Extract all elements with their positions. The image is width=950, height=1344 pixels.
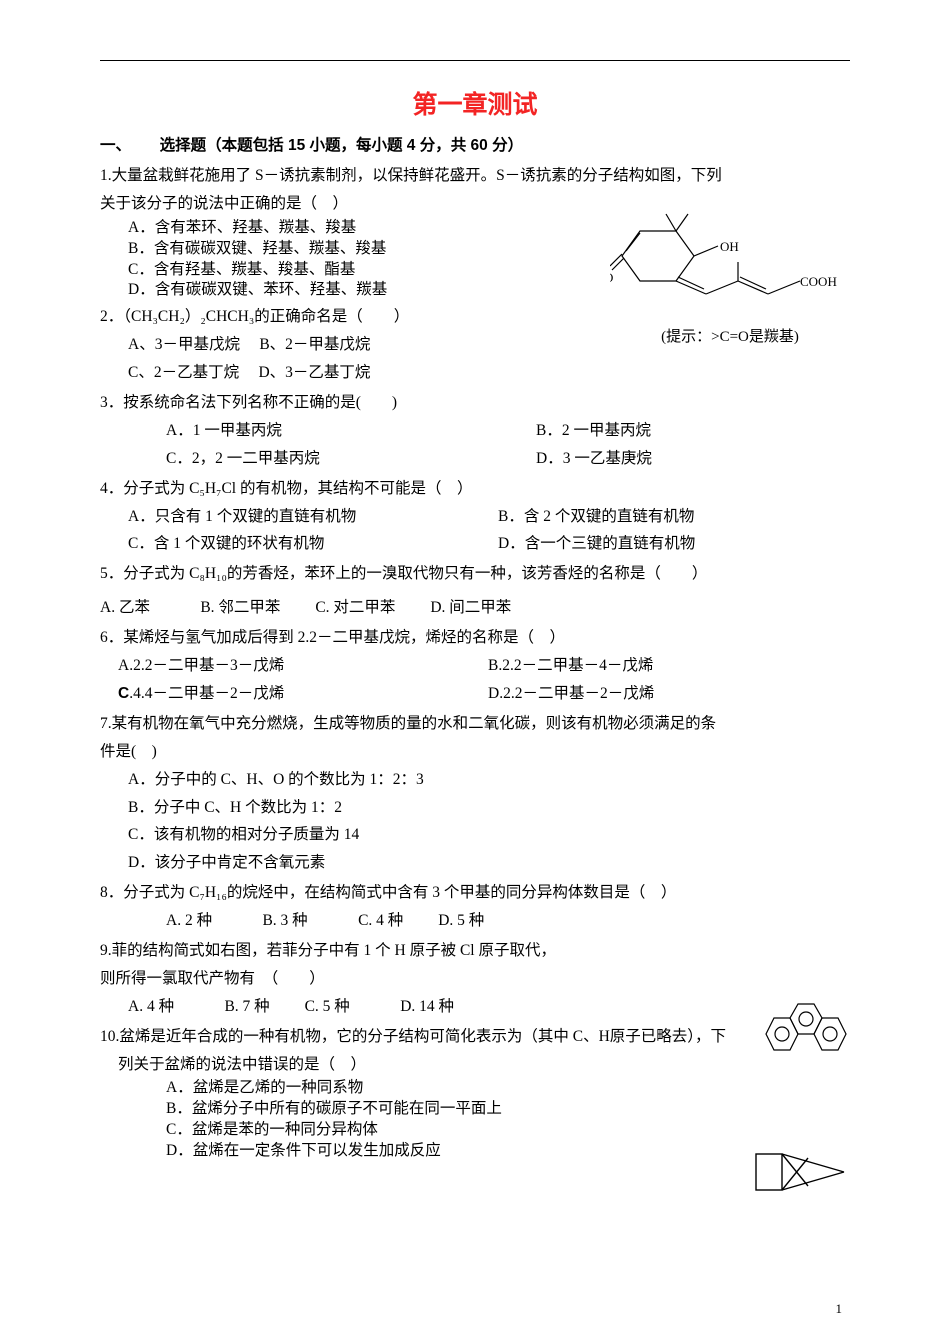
section-num: 一、 — [100, 137, 131, 154]
q8-opt-c: C. 4 种 — [358, 912, 403, 929]
q3-row1: A．1 一甲基丙烷 B．2 一甲基丙烷 — [100, 417, 850, 445]
top-rule — [100, 60, 850, 61]
q2-row1: A、3－甲基戊烷 B、2－甲基戊烷 — [100, 331, 850, 359]
q10-options: A．盆烯是乙烯的一种同系物 B．盆烯分子中所有的碳原子不可能在同一平面上 C．盆… — [100, 1078, 850, 1162]
question-10: 10.盆烯是近年合成的一种有机物，它的分子结构可简化表示为（其中 C、H原子已略… — [100, 1023, 850, 1162]
q10-stem-1: 10.盆烯是近年合成的一种有机物，它的分子结构可简化表示为（其中 C、H原子已略… — [100, 1023, 850, 1051]
q10-opt-c: C．盆烯是苯的一种同分异构体 — [166, 1120, 850, 1141]
question-8: 8．分子式为 C₇H₁₆的烷烃中，在结构简式中含有 3 个甲基的同分异构体数目是… — [100, 879, 850, 935]
q5-opt-b: B. 邻二甲苯 — [200, 599, 280, 616]
q9-opt-b: B. 7 种 — [224, 998, 269, 1015]
q4-opt-d: D．含一个三键的直链有机物 — [498, 530, 695, 558]
q3-row2: C．2，2 一二甲基丙烷 D．3 一乙基庚烷 — [100, 445, 850, 473]
q6-row1: A.2.2－二甲基－3－戊烯 B.2.2－二甲基－4－戊烯 — [100, 652, 850, 680]
question-2: 2．（CH₃CH₂）₂CHCH₃的正确命名是（ ） A、3－甲基戊烷 B、2－甲… — [100, 303, 850, 387]
q5-stem: 5．分子式为 C₈H₁₀的芳香烃，苯环上的一溴取代物只有一种，该芳香烃的名称是（… — [100, 560, 850, 588]
q9-stem-2: 则所得一氯取代产物有 （ ） — [100, 965, 850, 993]
page: 第一章测试 一、 选择题（本题包括 15 小题，每小题 4 分，共 60 分） — [0, 0, 950, 1344]
question-1: 1.大量盆栽鲜花施用了 S－诱抗素制剂，以保持鲜花盛开。S－诱抗素的分子结构如图… — [100, 162, 850, 301]
q10-opt-a: A．盆烯是乙烯的一种同系物 — [166, 1078, 850, 1099]
q9-opt-d: D. 14 种 — [400, 998, 454, 1015]
q1-opt-a: A．含有苯环、羟基、羰基、羧基 — [128, 218, 850, 239]
question-9: 9.菲的结构简式如右图，若菲分子中有 1 个 H 原子被 Cl 原子取代， 则所… — [100, 937, 850, 1021]
q6-stem: 6．某烯烃与氢气加成后得到 2.2－二甲基戊烷，烯烃的名称是（ ） — [100, 624, 850, 652]
q7-opt-d: D．该分子中肯定不含氧元素 — [100, 849, 850, 877]
q2-opt-d: D、3－乙基丁烷 — [258, 364, 370, 381]
q6-c-prefix: C — [118, 685, 129, 702]
q8-stem: 8．分子式为 C₇H₁₆的烷烃中，在结构简式中含有 3 个甲基的同分异构体数目是… — [100, 879, 850, 907]
q5-options: A. 乙苯 B. 邻二甲苯 C. 对二甲苯 D. 间二甲苯 — [100, 594, 850, 622]
q3-opt-a: A．1 一甲基丙烷 — [166, 417, 536, 445]
section-text: 选择题（本题包括 15 小题，每小题 4 分，共 60 分） — [160, 137, 523, 154]
question-6: 6．某烯烃与氢气加成后得到 2.2－二甲基戊烷，烯烃的名称是（ ） A.2.2－… — [100, 624, 850, 708]
q4-row1: A．只含有 1 个双键的直链有机物 B．含 2 个双键的直链有机物 — [100, 503, 850, 531]
q2-opt-b: B、2－甲基戊烷 — [259, 336, 370, 353]
chapter-title: 第一章测试 — [100, 83, 850, 128]
q8-opt-a: A. 2 种 — [166, 912, 212, 929]
q10-stem-2: 列关于盆烯的说法中错误的是（ ） — [100, 1051, 850, 1079]
q1-stem-1: 1.大量盆栽鲜花施用了 S－诱抗素制剂，以保持鲜花盛开。S－诱抗素的分子结构如图… — [100, 162, 850, 190]
q2-stem: 2．（CH₃CH₂）₂CHCH₃的正确命名是（ ） — [100, 303, 850, 331]
q4-row2: C．含 1 个双键的环状有机物 D．含一个三键的直链有机物 — [100, 530, 850, 558]
q3-opt-d: D．3 一乙基庚烷 — [536, 445, 652, 473]
q2-opt-a: A、3－甲基戊烷 — [128, 336, 240, 353]
q4-opt-a: A．只含有 1 个双键的直链有机物 — [128, 503, 498, 531]
question-3: 3．按系统命名法下列名称不正确的是( ) A．1 一甲基丙烷 B．2 一甲基丙烷… — [100, 389, 850, 473]
section-heading: 一、 选择题（本题包括 15 小题，每小题 4 分，共 60 分） — [100, 132, 850, 160]
q8-opt-d: D. 5 种 — [438, 912, 484, 929]
q9-opt-c: C. 5 种 — [305, 998, 350, 1015]
q5-opt-d: D. 间二甲苯 — [430, 599, 511, 616]
q2-row2: C、2－乙基丁烷 D、3－乙基丁烷 — [100, 359, 850, 387]
q6-row2: C.4.4－二甲基－2－戊烯 D.2.2－二甲基－2－戊烯 — [100, 680, 850, 708]
q1-opt-c: C．含有羟基、羰基、羧基、酯基 — [128, 260, 850, 281]
q4-opt-c: C．含 1 个双键的环状有机物 — [128, 530, 498, 558]
q7-opt-c: C．该有机物的相对分子质量为 14 — [100, 821, 850, 849]
q9-opt-a: A. 4 种 — [128, 998, 174, 1015]
q6-opt-b: B.2.2－二甲基－4－戊烯 — [488, 652, 653, 680]
q1-options: A．含有苯环、羟基、羰基、羧基 B．含有碳碳双键、羟基、羰基、羧基 C．含有羟基… — [100, 218, 850, 302]
q5-opt-c: C. 对二甲苯 — [315, 599, 395, 616]
q3-opt-b: B．2 一甲基丙烷 — [536, 417, 651, 445]
q8-opt-b: B. 3 种 — [262, 912, 307, 929]
q8-options: A. 2 种 B. 3 种 C. 4 种 D. 5 种 — [100, 907, 850, 935]
q9-options: A. 4 种 B. 7 种 C. 5 种 D. 14 种 — [100, 993, 850, 1021]
q4-opt-b: B．含 2 个双键的直链有机物 — [498, 503, 694, 531]
q4-stem: 4．分子式为 C₅H₇Cl 的有机物，其结构不可能是（ ） — [100, 475, 850, 503]
q1-opt-d: D．含有碳碳双键、苯环、羟基、羰基 — [128, 280, 850, 301]
q3-opt-c: C．2，2 一二甲基丙烷 — [166, 445, 536, 473]
q6-opt-c: .4.4－二甲基－2－戊烯 — [129, 685, 284, 702]
q3-stem: 3．按系统命名法下列名称不正确的是( ) — [100, 389, 850, 417]
page-number: 1 — [836, 1297, 843, 1320]
q2-opt-c: C、2－乙基丁烷 — [128, 364, 239, 381]
question-4: 4．分子式为 C₅H₇Cl 的有机物，其结构不可能是（ ） A．只含有 1 个双… — [100, 475, 850, 559]
q6-opt-a: A.2.2－二甲基－3－戊烯 — [118, 652, 488, 680]
question-7: 7.某有机物在氧气中充分燃烧，生成等物质的量的水和二氧化碳，则该有机物必须满足的… — [100, 710, 850, 877]
q1-opt-b: B．含有碳碳双键、羟基、羰基、羧基 — [128, 239, 850, 260]
q7-stem-2: 件是( ) — [100, 738, 850, 766]
q10-opt-b: B．盆烯分子中所有的碳原子不可能在同一平面上 — [166, 1099, 850, 1120]
q10-opt-d: D．盆烯在一定条件下可以发生加成反应 — [166, 1141, 850, 1162]
q6-opt-d: D.2.2－二甲基－2－戊烯 — [488, 680, 654, 708]
question-5: 5．分子式为 C₈H₁₀的芳香烃，苯环上的一溴取代物只有一种，该芳香烃的名称是（… — [100, 560, 850, 622]
q5-opt-a: A. 乙苯 — [100, 599, 150, 616]
q7-opt-a: A．分子中的 C、H、O 的个数比为 1：2：3 — [100, 766, 850, 794]
q9-stem-1: 9.菲的结构简式如右图，若菲分子中有 1 个 H 原子被 Cl 原子取代， — [100, 937, 850, 965]
q1-stem-2: 关于该分子的说法中正确的是（ ） — [100, 190, 850, 218]
q7-stem-1: 7.某有机物在氧气中充分燃烧，生成等物质的量的水和二氧化碳，则该有机物必须满足的… — [100, 710, 850, 738]
q7-opt-b: B．分子中 C、H 个数比为 1：2 — [100, 794, 850, 822]
